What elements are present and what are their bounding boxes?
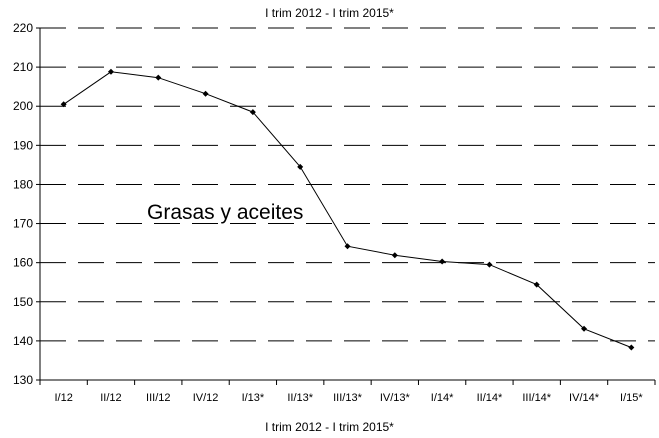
data-point	[581, 325, 588, 332]
x-tick-label: IV/12	[193, 392, 219, 404]
data-point	[107, 68, 114, 75]
x-tick-label: III/13*	[333, 392, 362, 404]
y-tick-label: 170	[13, 217, 33, 231]
data-point	[391, 252, 398, 259]
y-tick-label: 200	[13, 99, 33, 113]
x-tick-label: IV/14*	[569, 392, 600, 404]
x-tick-label: I/12	[54, 392, 72, 404]
data-point	[249, 109, 256, 116]
y-tick-label: 220	[13, 21, 33, 35]
data-point	[155, 74, 162, 81]
data-point	[344, 243, 351, 250]
x-tick-label: IV/13*	[380, 392, 411, 404]
data-point	[439, 258, 446, 265]
x-tick-label: II/14*	[477, 392, 503, 404]
y-tick-label: 130	[13, 373, 33, 387]
y-tick-label: 140	[13, 334, 33, 348]
data-point	[60, 101, 67, 108]
chart-title: I trim 2012 - I trim 2015*	[265, 6, 394, 20]
x-tick-label: II/13*	[287, 392, 313, 404]
y-tick-label: 160	[13, 256, 33, 270]
x-tick-label: I/15*	[620, 392, 643, 404]
y-tick-label: 190	[13, 138, 33, 152]
y-tick-label: 210	[13, 60, 33, 74]
x-tick-label: I/13*	[242, 392, 265, 404]
x-tick-label: III/12	[146, 392, 170, 404]
x-tick-label: I/14*	[431, 392, 454, 404]
x-axis-title: I trim 2012 - I trim 2015*	[265, 420, 394, 434]
data-point	[628, 344, 635, 351]
data-point	[202, 90, 209, 97]
y-tick-label: 150	[13, 295, 33, 309]
data-point	[486, 261, 493, 268]
x-tick-label: II/12	[100, 392, 121, 404]
y-tick-label: 180	[13, 177, 33, 191]
series-annotation: Grasas y aceites	[147, 201, 304, 224]
x-tick-label: III/14*	[522, 392, 551, 404]
data-point	[297, 163, 304, 170]
data-point	[533, 281, 540, 288]
